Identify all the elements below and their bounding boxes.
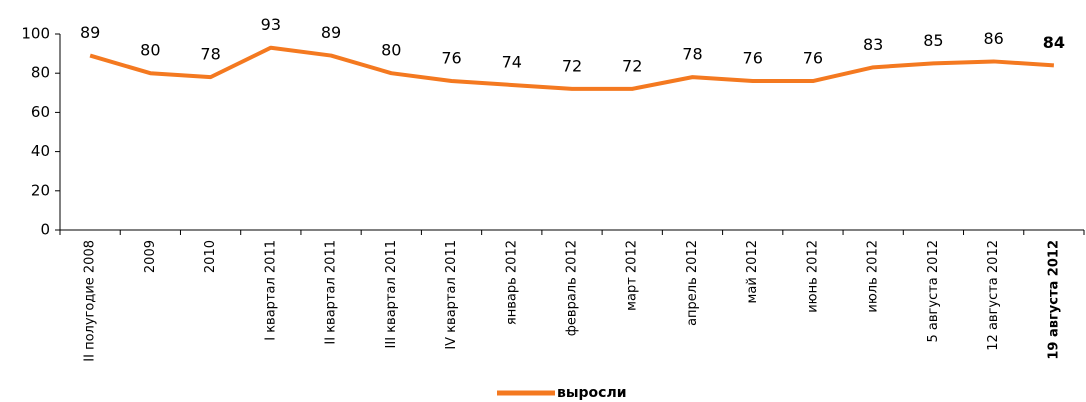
x-tick-label: май 2012 <box>745 240 760 303</box>
x-tick-label: I квартал 2011 <box>263 240 278 341</box>
value-label: 72 <box>562 56 582 75</box>
value-label: 89 <box>80 23 100 42</box>
y-tick-label: 60 <box>31 103 50 121</box>
x-tick-label: июнь 2012 <box>805 240 820 313</box>
value-label: 86 <box>983 29 1003 48</box>
x-tick-label: январь 2012 <box>504 240 519 325</box>
line <box>89 45 1055 91</box>
value-label: 85 <box>923 31 943 50</box>
value-label: 76 <box>441 49 461 68</box>
x-tick-label: 2010 <box>203 240 218 273</box>
x-tick-label: 19 августа 2012 <box>1046 240 1061 360</box>
value-label: 89 <box>321 23 341 42</box>
y-tick-label: 100 <box>21 25 50 43</box>
x-tick-label: март 2012 <box>625 240 640 311</box>
y-tick-label: 20 <box>31 181 50 199</box>
x-tick-label: 5 августа 2012 <box>926 240 941 342</box>
x-tick-label: III квартал 2011 <box>384 240 399 348</box>
x-tick-label: 2009 <box>143 240 158 273</box>
value-label: 93 <box>261 15 281 34</box>
value-label: 80 <box>381 41 401 60</box>
x-tick-label: февраль 2012 <box>565 240 580 336</box>
value-label: 72 <box>622 56 642 75</box>
x-tick-label: июль 2012 <box>866 240 881 313</box>
value-label: 76 <box>743 49 763 68</box>
value-label: 84 <box>1043 33 1065 52</box>
value-label: 83 <box>863 35 883 54</box>
value-label: 76 <box>803 49 823 68</box>
x-tick-label: апрель 2012 <box>685 240 700 326</box>
x-tick-label: 12 августа 2012 <box>986 240 1001 351</box>
value-label: 80 <box>140 41 160 60</box>
y-tick-label: 80 <box>31 64 50 82</box>
y-tick-label: 40 <box>31 142 50 160</box>
x-tick-label: II квартал 2011 <box>324 240 339 345</box>
x-tick-label: IV квартал 2011 <box>444 240 459 350</box>
value-label: 74 <box>502 52 522 71</box>
x-tick-label: II полугодие 2008 <box>83 240 98 362</box>
value-label: 78 <box>200 45 220 64</box>
value-label: 78 <box>682 45 702 64</box>
y-tick-label: 0 <box>40 221 50 239</box>
legend-label: выросли <box>557 385 627 401</box>
